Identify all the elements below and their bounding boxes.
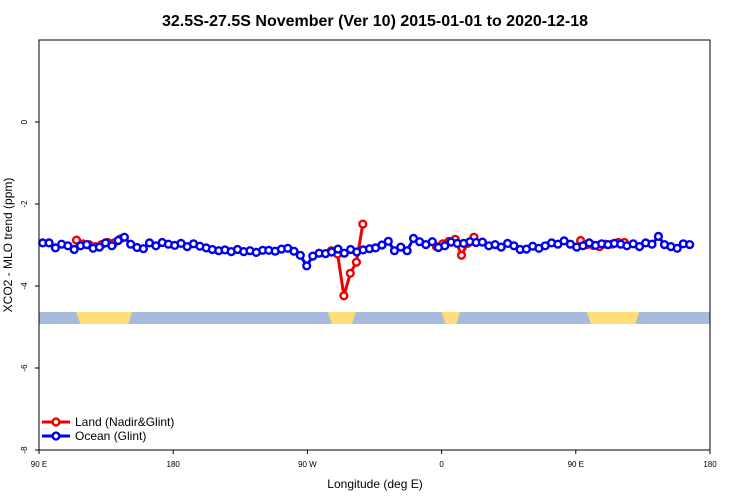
x-tick-label: 180 bbox=[167, 460, 181, 469]
series-ocean-point bbox=[647, 239, 657, 249]
x-axis-label: Longitude (deg E) bbox=[327, 477, 422, 491]
series-ocean-point bbox=[119, 232, 130, 242]
y-tick-label: -4 bbox=[20, 282, 29, 290]
series-ocean-point bbox=[289, 246, 299, 256]
legend-marker-ocean bbox=[51, 431, 61, 441]
series-land-point bbox=[71, 235, 82, 245]
series-ocean-point bbox=[138, 244, 149, 254]
series-ocean-point bbox=[440, 241, 450, 251]
legend-item-land: Land (Nadir&Glint) bbox=[42, 415, 174, 429]
series-ocean-point bbox=[63, 241, 73, 251]
series-ocean-point bbox=[634, 242, 645, 252]
x-tick-label: 90 W bbox=[298, 460, 317, 469]
x-tick-label: 180 bbox=[703, 460, 717, 469]
series-ocean-point bbox=[427, 237, 437, 247]
series-ocean-point bbox=[302, 261, 312, 271]
series-ocean-point bbox=[69, 244, 79, 255]
series-ocean bbox=[38, 231, 695, 271]
surface-strip-land-2 bbox=[441, 311, 461, 324]
legend-item-ocean: Ocean (Glint) bbox=[42, 429, 146, 443]
series-ocean-point bbox=[377, 240, 387, 250]
series-ocean-point bbox=[477, 237, 488, 247]
series-ocean-point bbox=[107, 241, 117, 251]
x-tick-label: 90 E bbox=[568, 460, 584, 469]
legend: Land (Nadir&Glint)Ocean (Glint) bbox=[42, 415, 174, 443]
series-ocean-point bbox=[339, 248, 349, 258]
surface-strip-land-1 bbox=[327, 311, 356, 324]
series-ocean-point bbox=[509, 241, 519, 251]
series-land-point bbox=[345, 268, 355, 278]
series-land-point bbox=[358, 219, 368, 229]
series-ocean-point bbox=[653, 231, 664, 242]
x-axis: 90 E 180 90 W 0 90 E 180 bbox=[31, 450, 717, 469]
series-ocean-point bbox=[672, 243, 682, 253]
x-tick-label: 0 bbox=[439, 460, 444, 469]
chart-title: 32.5S-27.5S November (Ver 10) 2015-01-01… bbox=[162, 13, 588, 30]
legend-label-land: Land (Nadir&Glint) bbox=[75, 415, 174, 429]
series-ocean-point bbox=[44, 238, 54, 248]
series-ocean-point bbox=[396, 242, 406, 252]
series-ocean-point bbox=[295, 250, 305, 260]
series-ocean-point bbox=[333, 244, 343, 254]
surface-strip-ocean bbox=[39, 311, 710, 324]
y-tick-label: 0 bbox=[20, 119, 29, 124]
series-land-point bbox=[339, 291, 349, 301]
y-axis: 0 -2 -4 -6 -8 bbox=[20, 119, 39, 454]
y-tick-label: -6 bbox=[20, 364, 29, 372]
series-ocean-point bbox=[82, 240, 92, 250]
surface-strip-land-3 bbox=[586, 311, 640, 324]
y-tick-label: -8 bbox=[20, 446, 29, 454]
y-tick-label: -2 bbox=[20, 200, 29, 208]
plot-frame bbox=[38, 39, 711, 451]
series-land bbox=[71, 219, 630, 301]
x-tick-label: 90 E bbox=[31, 460, 47, 469]
legend-marker-land bbox=[51, 417, 61, 427]
series-ocean-point bbox=[402, 246, 412, 256]
legend-label-ocean: Ocean (Glint) bbox=[75, 429, 146, 443]
series-ocean-point bbox=[389, 246, 400, 256]
series-land-point bbox=[456, 250, 467, 260]
series-land-point bbox=[351, 257, 362, 267]
y-axis-label: XCO2 - MLO trend (ppm) bbox=[1, 178, 15, 313]
series-ocean-point bbox=[383, 236, 393, 246]
plot-area bbox=[38, 219, 710, 324]
surface-strip-land-0 bbox=[76, 311, 133, 324]
series-ocean-point bbox=[50, 243, 61, 253]
series-ocean-point bbox=[685, 240, 695, 250]
series-ocean-point bbox=[94, 242, 105, 252]
series-ocean-point bbox=[496, 242, 506, 252]
